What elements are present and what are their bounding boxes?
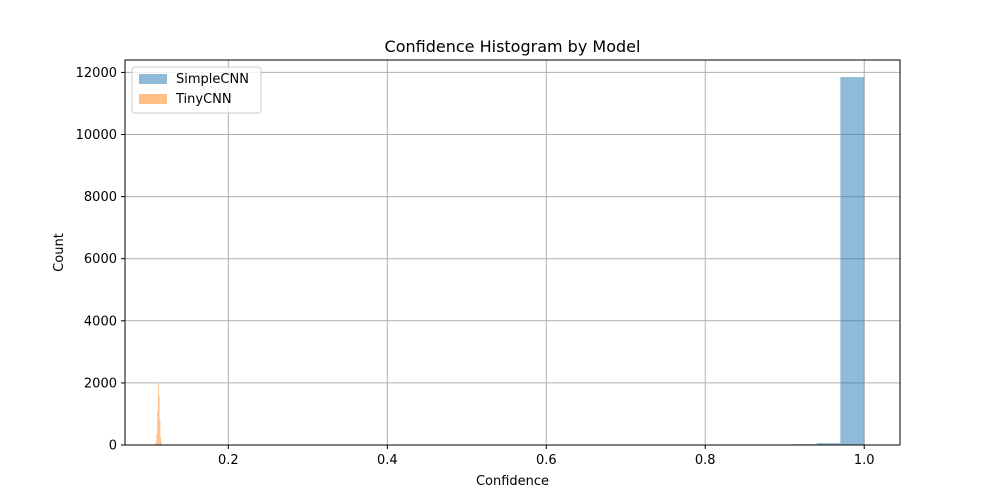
bar-tinycnn	[158, 395, 160, 445]
bar-tinycnn	[157, 410, 158, 445]
y-tick-label: 2000	[84, 376, 117, 391]
bar-tinycnn	[157, 382, 159, 445]
bar-simplecnn	[816, 443, 841, 445]
bar-tinycnn	[155, 442, 157, 445]
y-tick-label: 10000	[76, 128, 117, 143]
x-tick-label: 0.4	[377, 453, 398, 468]
plot-frame	[124, 59, 901, 446]
bar-tinycnn	[156, 434, 158, 445]
bar-tinycnn	[159, 420, 161, 445]
x-tick-label: 0.8	[695, 453, 716, 468]
plot-area	[125, 60, 900, 445]
x-axis-title: Confidence	[476, 474, 549, 489]
y-tick-label: 12000	[76, 66, 117, 81]
grid-lines	[125, 60, 900, 446]
x-tick-label: 1.0	[854, 453, 875, 468]
axis-ticks: 0.2 0.4 0.6 0.8 1.0 0 2000 4000 6000 8000 10000 120…	[76, 66, 875, 468]
legend-label-tinycnn: TinyCNN	[175, 92, 232, 107]
x-tick-label: 0.2	[218, 453, 239, 468]
legend: SimpleCNN TinyCNN	[131, 66, 262, 114]
bar-tinycnn	[161, 443, 162, 445]
legend-label-simplecnn: SimpleCNN	[176, 72, 249, 87]
x-tick-label: 0.6	[536, 453, 557, 468]
chart-title: Confidence Histogram by Model	[385, 37, 641, 56]
y-axis-title: Count	[52, 233, 67, 272]
legend-swatch-simplecnn	[139, 74, 167, 84]
legend-swatch-tinycnn	[139, 94, 167, 104]
y-tick-label: 4000	[84, 314, 117, 329]
y-tick-label: 8000	[84, 190, 117, 205]
y-tick-label: 0	[109, 439, 117, 454]
y-tick-label: 6000	[84, 252, 117, 267]
bar-simplecnn	[840, 77, 865, 446]
bar-tinycnn	[160, 437, 162, 445]
